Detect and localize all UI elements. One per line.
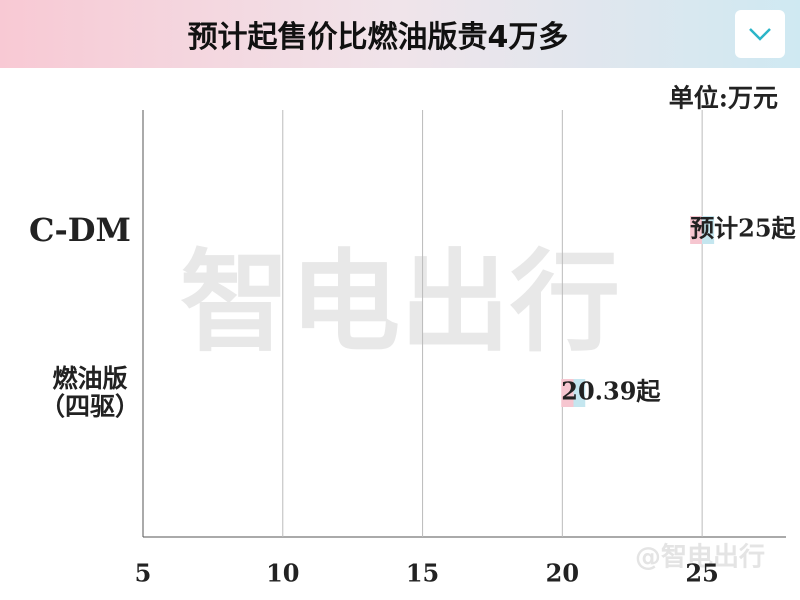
category-label: 燃油版 （四驱） [39,364,140,421]
x-tick-label: 15 [406,559,439,588]
watermark: 智电出行 [180,238,620,366]
bar [561,379,586,407]
category-label: C-DM [29,211,131,249]
watermark-corner: @智电出行 [635,542,765,573]
bar [690,216,715,244]
expand-button[interactable] [735,10,785,58]
x-tick-label: 5 [135,559,152,588]
unit-label: 单位:万元 [669,84,778,113]
chevron-icon [749,28,771,41]
header: 预计起售价比燃油版贵4万多 [0,0,800,68]
data-label: 预计25起 [690,214,796,243]
header-title: 预计起售价比燃油版贵4万多 [187,20,569,55]
x-tick-label: 20 [546,559,579,588]
x-tick-label: 10 [266,559,299,588]
x-tick-label: 25 [685,559,718,588]
data-label: 20.39起 [561,377,661,406]
